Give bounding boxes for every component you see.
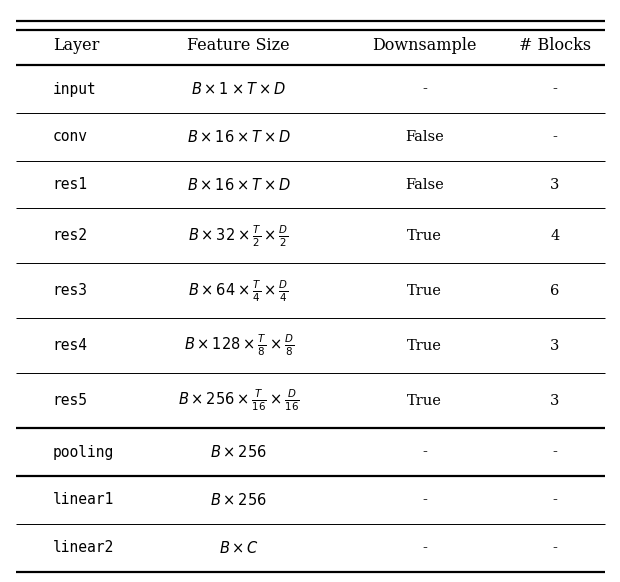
Text: True: True xyxy=(407,229,442,243)
Text: $B \times C$: $B \times C$ xyxy=(219,540,259,556)
Text: $B \times 16 \times T \times D$: $B \times 16 \times T \times D$ xyxy=(187,176,291,193)
Text: res1: res1 xyxy=(53,177,87,192)
Text: $B \times 16 \times T \times D$: $B \times 16 \times T \times D$ xyxy=(187,129,291,145)
Text: 3: 3 xyxy=(550,178,560,191)
Text: $B \times 1 \times T \times D$: $B \times 1 \times T \times D$ xyxy=(192,81,286,97)
Text: $B \times 256$: $B \times 256$ xyxy=(210,492,267,508)
Text: # Blocks: # Blocks xyxy=(519,37,591,55)
Text: linear1: linear1 xyxy=(53,492,114,508)
Text: True: True xyxy=(407,284,442,298)
Text: True: True xyxy=(407,394,442,408)
Text: $B \times 128 \times \frac{T}{8} \times \frac{D}{8}$: $B \times 128 \times \frac{T}{8} \times … xyxy=(184,333,294,359)
Text: -: - xyxy=(422,445,427,459)
Text: -: - xyxy=(552,82,557,96)
Text: res4: res4 xyxy=(53,338,87,353)
Text: conv: conv xyxy=(53,129,87,144)
Text: -: - xyxy=(552,130,557,144)
Text: linear2: linear2 xyxy=(53,540,114,555)
Text: res3: res3 xyxy=(53,283,87,299)
Text: $B \times 64 \times \frac{T}{4} \times \frac{D}{4}$: $B \times 64 \times \frac{T}{4} \times \… xyxy=(188,278,289,304)
Text: $B \times 32 \times \frac{T}{2} \times \frac{D}{2}$: $B \times 32 \times \frac{T}{2} \times \… xyxy=(188,223,289,249)
Text: -: - xyxy=(422,493,427,507)
Text: $B \times 256$: $B \times 256$ xyxy=(210,444,267,460)
Text: 3: 3 xyxy=(550,394,560,408)
Text: -: - xyxy=(552,541,557,555)
Text: Feature Size: Feature Size xyxy=(187,37,290,55)
Text: -: - xyxy=(422,541,427,555)
Text: 6: 6 xyxy=(550,284,560,298)
Text: 4: 4 xyxy=(551,229,559,243)
Text: True: True xyxy=(407,339,442,353)
Text: $B \times 256 \times \frac{T}{16} \times \frac{D}{16}$: $B \times 256 \times \frac{T}{16} \times… xyxy=(178,388,299,413)
Text: False: False xyxy=(405,178,444,191)
Text: res5: res5 xyxy=(53,393,87,408)
Text: 3: 3 xyxy=(550,339,560,353)
Text: Downsample: Downsample xyxy=(373,37,477,55)
Text: input: input xyxy=(53,81,97,97)
Text: pooling: pooling xyxy=(53,445,114,460)
Text: -: - xyxy=(552,445,557,459)
Text: res2: res2 xyxy=(53,229,87,243)
Text: -: - xyxy=(422,82,427,96)
Text: -: - xyxy=(552,493,557,507)
Text: Layer: Layer xyxy=(53,37,99,55)
Text: False: False xyxy=(405,130,444,144)
